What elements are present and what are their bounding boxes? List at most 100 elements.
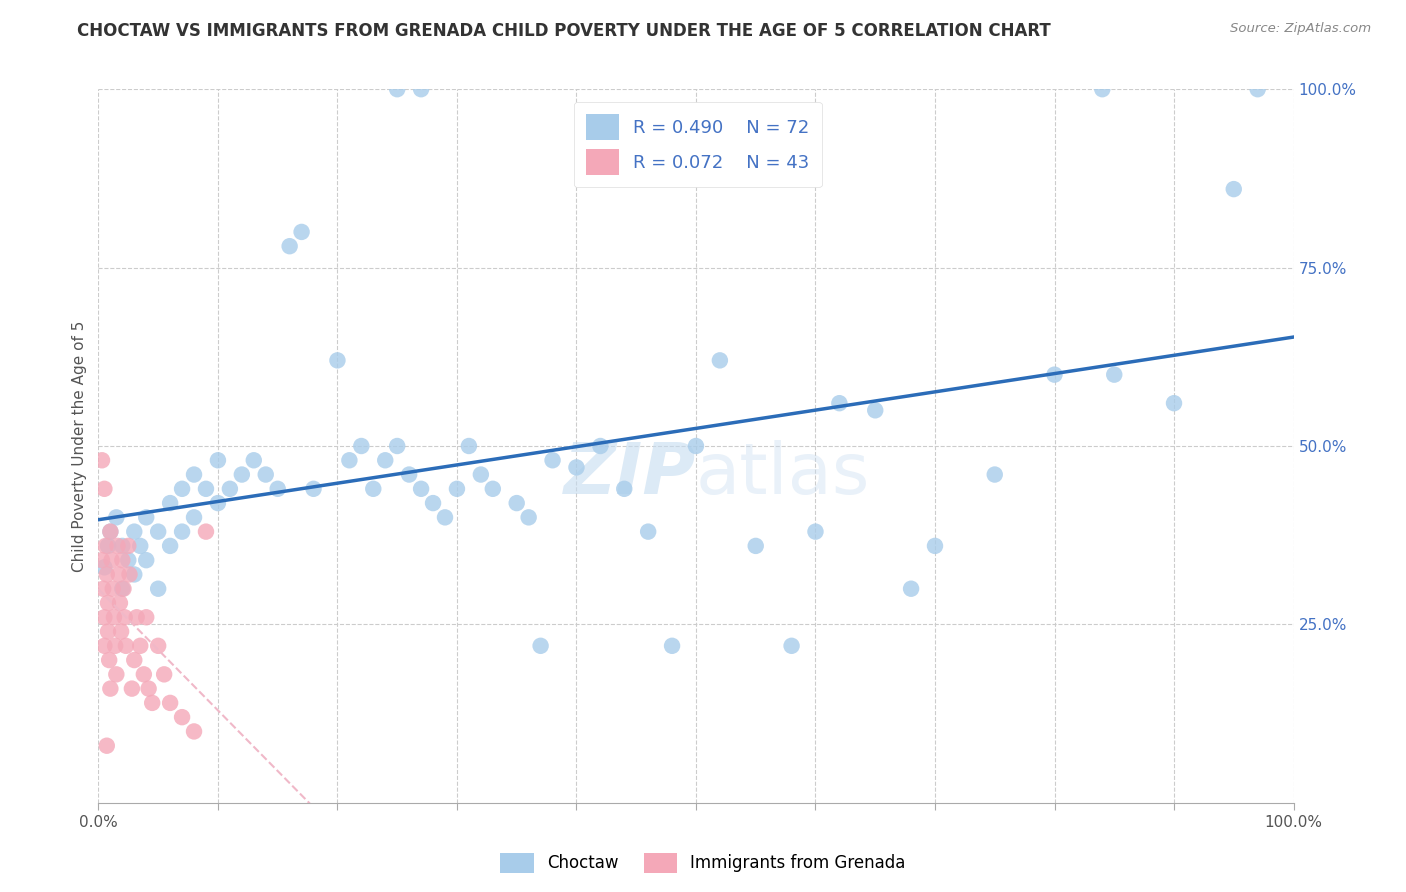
Point (91, 553, 114, 567)
Point (291, 225, 314, 239)
Point (517, 510, 540, 524)
Point (115, 639, 138, 653)
Point (138, 681, 160, 696)
Point (93, 482, 115, 496)
Point (118, 567, 141, 582)
Point (1247, 82, 1270, 96)
Point (804, 524, 827, 539)
Point (900, 582, 922, 596)
Point (141, 696, 163, 710)
Point (506, 496, 529, 510)
Point (637, 524, 659, 539)
Point (93, 610, 115, 624)
Legend: R = 0.490    N = 72, R = 0.072    N = 43: R = 0.490 N = 72, R = 0.072 N = 43 (574, 102, 823, 187)
Point (111, 539, 134, 553)
Point (745, 539, 768, 553)
Point (124, 567, 146, 582)
Point (446, 482, 468, 496)
Text: CHOCTAW VS IMMIGRANTS FROM GRENADA CHILD POVERTY UNDER THE AGE OF 5 CORRELATION : CHOCTAW VS IMMIGRANTS FROM GRENADA CHILD… (77, 22, 1052, 40)
Point (101, 582, 124, 596)
Point (434, 510, 457, 524)
Point (231, 467, 253, 482)
Point (481, 482, 505, 496)
Point (278, 239, 301, 253)
Point (117, 539, 139, 553)
Legend: Choctaw, Immigrants from Grenada: Choctaw, Immigrants from Grenada (494, 847, 912, 880)
Point (661, 639, 683, 653)
Point (530, 639, 553, 653)
Point (207, 453, 229, 467)
Point (326, 353, 349, 368)
Text: ZIP: ZIP (564, 440, 696, 509)
Point (91, 582, 114, 596)
Point (219, 482, 242, 496)
Point (104, 639, 127, 653)
Point (865, 403, 887, 417)
Point (135, 510, 157, 524)
Point (110, 624, 132, 639)
Point (159, 696, 181, 710)
Point (195, 482, 218, 496)
Point (685, 439, 707, 453)
Point (924, 539, 946, 553)
Point (385, 82, 409, 96)
Point (541, 453, 564, 467)
Point (98, 524, 122, 539)
Point (195, 524, 218, 539)
Point (1163, 396, 1185, 410)
Point (112, 582, 135, 596)
Point (709, 353, 731, 368)
Point (114, 610, 136, 624)
Point (111, 582, 134, 596)
Point (470, 467, 492, 482)
Point (129, 639, 152, 653)
Point (411, 82, 433, 96)
Point (363, 482, 385, 496)
Point (135, 610, 157, 624)
Point (183, 510, 205, 524)
Point (172, 710, 194, 724)
Point (984, 467, 1007, 482)
Point (183, 467, 205, 482)
Point (107, 539, 129, 553)
Point (98, 653, 121, 667)
Point (254, 467, 277, 482)
Point (183, 724, 205, 739)
Point (302, 482, 325, 496)
Point (91, 453, 114, 467)
Text: atlas: atlas (696, 440, 870, 509)
Point (1223, 182, 1246, 196)
Point (96, 739, 118, 753)
Point (132, 667, 155, 681)
Point (148, 639, 170, 653)
Point (172, 482, 194, 496)
Point (105, 510, 128, 524)
Point (350, 439, 373, 453)
Point (374, 453, 396, 467)
Point (111, 553, 134, 567)
Point (108, 596, 131, 610)
Point (97, 624, 120, 639)
Point (96, 567, 118, 582)
Point (124, 524, 146, 539)
Point (613, 482, 636, 496)
Point (267, 482, 290, 496)
Point (339, 453, 361, 467)
Point (565, 460, 588, 475)
Y-axis label: Child Poverty Under the Age of 5: Child Poverty Under the Age of 5 (72, 320, 87, 572)
Point (780, 639, 803, 653)
Point (97, 596, 120, 610)
Point (207, 496, 229, 510)
Point (828, 396, 851, 410)
Point (124, 653, 146, 667)
Point (94, 539, 117, 553)
Point (172, 524, 194, 539)
Point (135, 553, 157, 567)
Point (1043, 368, 1066, 382)
Point (105, 667, 128, 681)
Point (411, 482, 433, 496)
Point (385, 439, 409, 453)
Point (398, 467, 420, 482)
Point (97, 539, 120, 553)
Point (93, 639, 115, 653)
